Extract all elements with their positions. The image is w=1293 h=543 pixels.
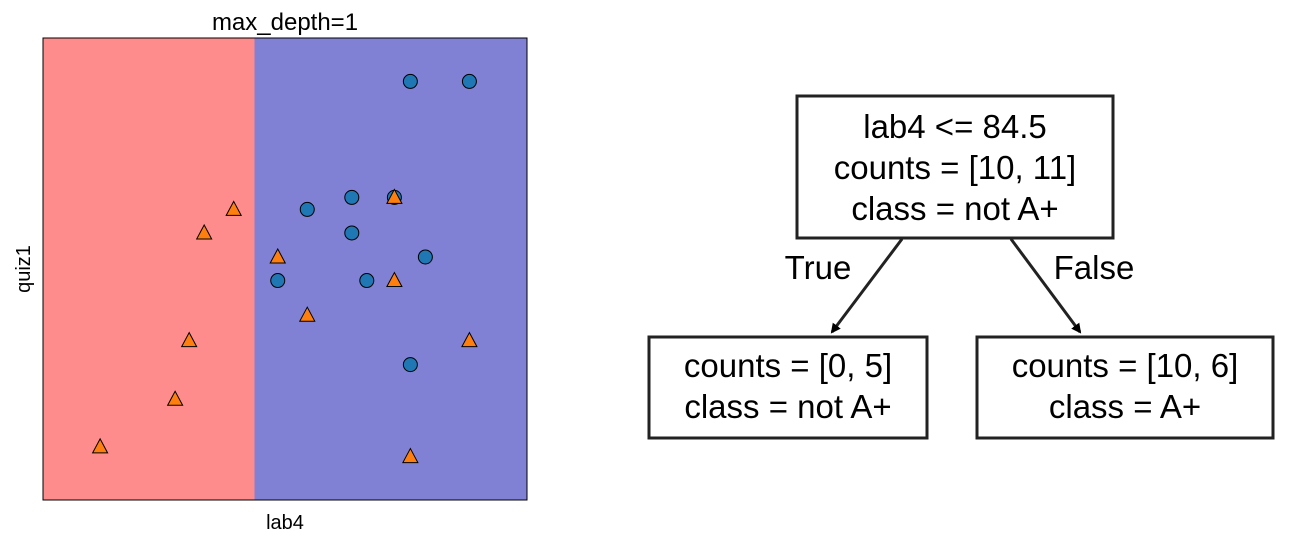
y-axis-label: quiz1 [13, 245, 35, 293]
right-leaf-line-1: counts = [10, 6] [1012, 347, 1239, 384]
circle-point [344, 225, 360, 241]
false-edge-label: False [1054, 249, 1135, 286]
plot-frame [42, 37, 528, 501]
decision-regions [43, 38, 527, 500]
region-left [43, 38, 255, 500]
triangle-point [386, 271, 403, 288]
root-line-1: lab4 <= 84.5 [863, 108, 1047, 145]
circle-point [402, 73, 418, 89]
left-leaf-line-1: counts = [0, 5] [684, 347, 892, 384]
root-line-2: counts = [10, 11] [834, 149, 1076, 186]
decision-tree-diagram: lab4 <= 84.5 counts = [10, 11] class = n… [647, 94, 1275, 440]
root-line-3: class = not A+ [851, 190, 1058, 227]
triangle-point [269, 247, 287, 264]
decision-boundary-plot: max_depth=1 lab4 quiz1 [13, 9, 528, 534]
x-axis-label: lab4 [266, 512, 304, 534]
circle-point [461, 73, 477, 89]
circle-point [299, 201, 315, 217]
circle-point [270, 273, 286, 289]
triangle-point [386, 188, 403, 204]
circle-point [402, 357, 418, 373]
false-edge [1009, 238, 1082, 334]
data-points [91, 73, 478, 464]
true-edge-label: True [785, 249, 852, 286]
tree-left-leaf: counts = [0, 5] class = not A+ [647, 335, 929, 440]
left-leaf-line-2: class = not A+ [684, 388, 891, 425]
right-leaf-line-2: class = A+ [1049, 388, 1201, 425]
triangle-point [298, 306, 316, 322]
tree-root-node: lab4 <= 84.5 counts = [10, 11] class = n… [795, 94, 1115, 240]
triangle-point [402, 447, 419, 464]
triangle-point [180, 331, 198, 348]
true-edge [830, 238, 904, 334]
region-right [254, 38, 527, 500]
circle-point [359, 273, 375, 289]
triangle-point [225, 200, 243, 216]
circle-point [417, 249, 433, 265]
triangle-point [195, 223, 213, 240]
triangle-point [461, 331, 478, 348]
triangle-point [91, 437, 109, 454]
tree-right-leaf: counts = [10, 6] class = A+ [975, 335, 1275, 440]
chart-title: max_depth=1 [212, 9, 358, 36]
triangle-point [166, 390, 184, 406]
circle-point [344, 189, 360, 205]
